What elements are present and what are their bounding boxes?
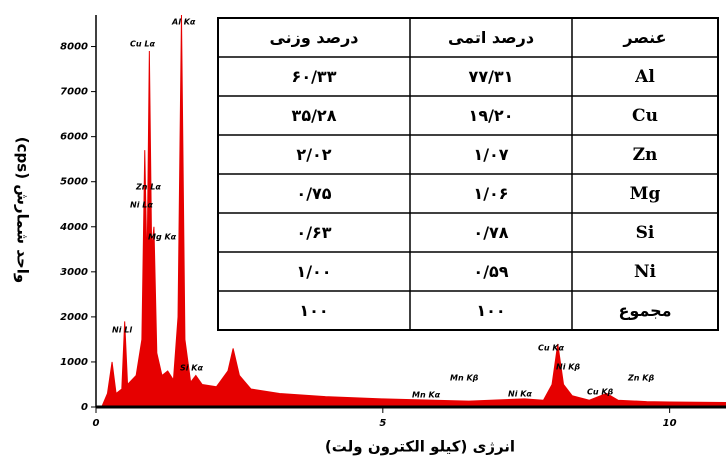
table-cell: مجموع	[618, 301, 671, 320]
table-cell: ۱/۰۶	[473, 184, 508, 203]
peak-label: Ni Lα	[130, 201, 153, 210]
peak-label: Ni Kβ	[556, 363, 580, 372]
y-tick-label: 4000	[59, 222, 88, 233]
y-tick-label: 0	[81, 402, 88, 413]
table-header: عنصر	[622, 28, 666, 47]
table-cell: Zn	[633, 145, 658, 165]
table-cell: Cu	[632, 106, 658, 126]
y-tick-label: 8000	[60, 42, 88, 53]
x-tick-label: 10	[663, 418, 677, 429]
peak-label: Ni Ll	[112, 326, 132, 335]
table-cell: ۱۰۰	[299, 301, 328, 320]
table-cell: Mg	[630, 184, 661, 204]
peak-label: Cu Kβ	[587, 388, 614, 397]
table-cell: ۰/۵۹	[473, 262, 508, 281]
table-cell: ۶۰/۳۳	[292, 67, 337, 86]
table-cell: ۷۷/۳۱	[469, 67, 514, 86]
peak-label: Cu Lα	[130, 40, 155, 49]
y-tick-label: 6000	[60, 132, 88, 143]
table-cell: ۰/۷۵	[296, 184, 331, 203]
table-cell: Al	[634, 67, 655, 87]
table-cell: ۳۵/۲۸	[292, 106, 337, 125]
peak-label: Mg Kα	[148, 233, 177, 242]
table-cell: ۱/۰۰	[296, 262, 331, 281]
spectrum	[100, 14, 726, 408]
peak-label: Zn Lα	[135, 183, 161, 192]
table-cell: Si	[636, 223, 655, 243]
peak-label: Cu Kα	[538, 344, 565, 353]
table-cell: ۰/۷۸	[473, 223, 508, 242]
y-tick-label: 2000	[60, 312, 88, 323]
y-tick-label: 7000	[60, 87, 88, 98]
table-cell: ۱۰۰	[476, 301, 505, 320]
table-header: درصد اتمی	[448, 28, 534, 47]
table-cell: Ni	[634, 262, 657, 282]
peak-label: Al Kα	[171, 18, 196, 27]
y-axis-label: واحد شمارش (cps)	[14, 137, 32, 283]
table-cell: ۰/۶۳	[296, 223, 331, 242]
x-axis-label: انرژی (کیلو الکترون ولت)	[325, 438, 515, 456]
y-tick-label: 1000	[60, 357, 88, 368]
table-cell: ۲/۰۲	[296, 145, 331, 164]
peak-label: Zn Kβ	[627, 374, 654, 383]
table-cell: ۱۹/۲۰	[469, 106, 514, 125]
peak-label: Mn Kβ	[450, 374, 479, 383]
peak-label: Ni Kα	[508, 390, 532, 399]
peak-label: Si Kα	[180, 364, 203, 373]
table-cell: ۱/۰۷	[473, 145, 508, 164]
y-tick-label: 3000	[60, 267, 88, 278]
y-tick-label: 5000	[60, 177, 88, 188]
peak-label: Mn Kα	[412, 391, 441, 400]
x-tick-label: 5	[379, 418, 386, 429]
table-header: درصد وزنی	[269, 28, 358, 47]
x-tick-label: 0	[93, 418, 100, 429]
